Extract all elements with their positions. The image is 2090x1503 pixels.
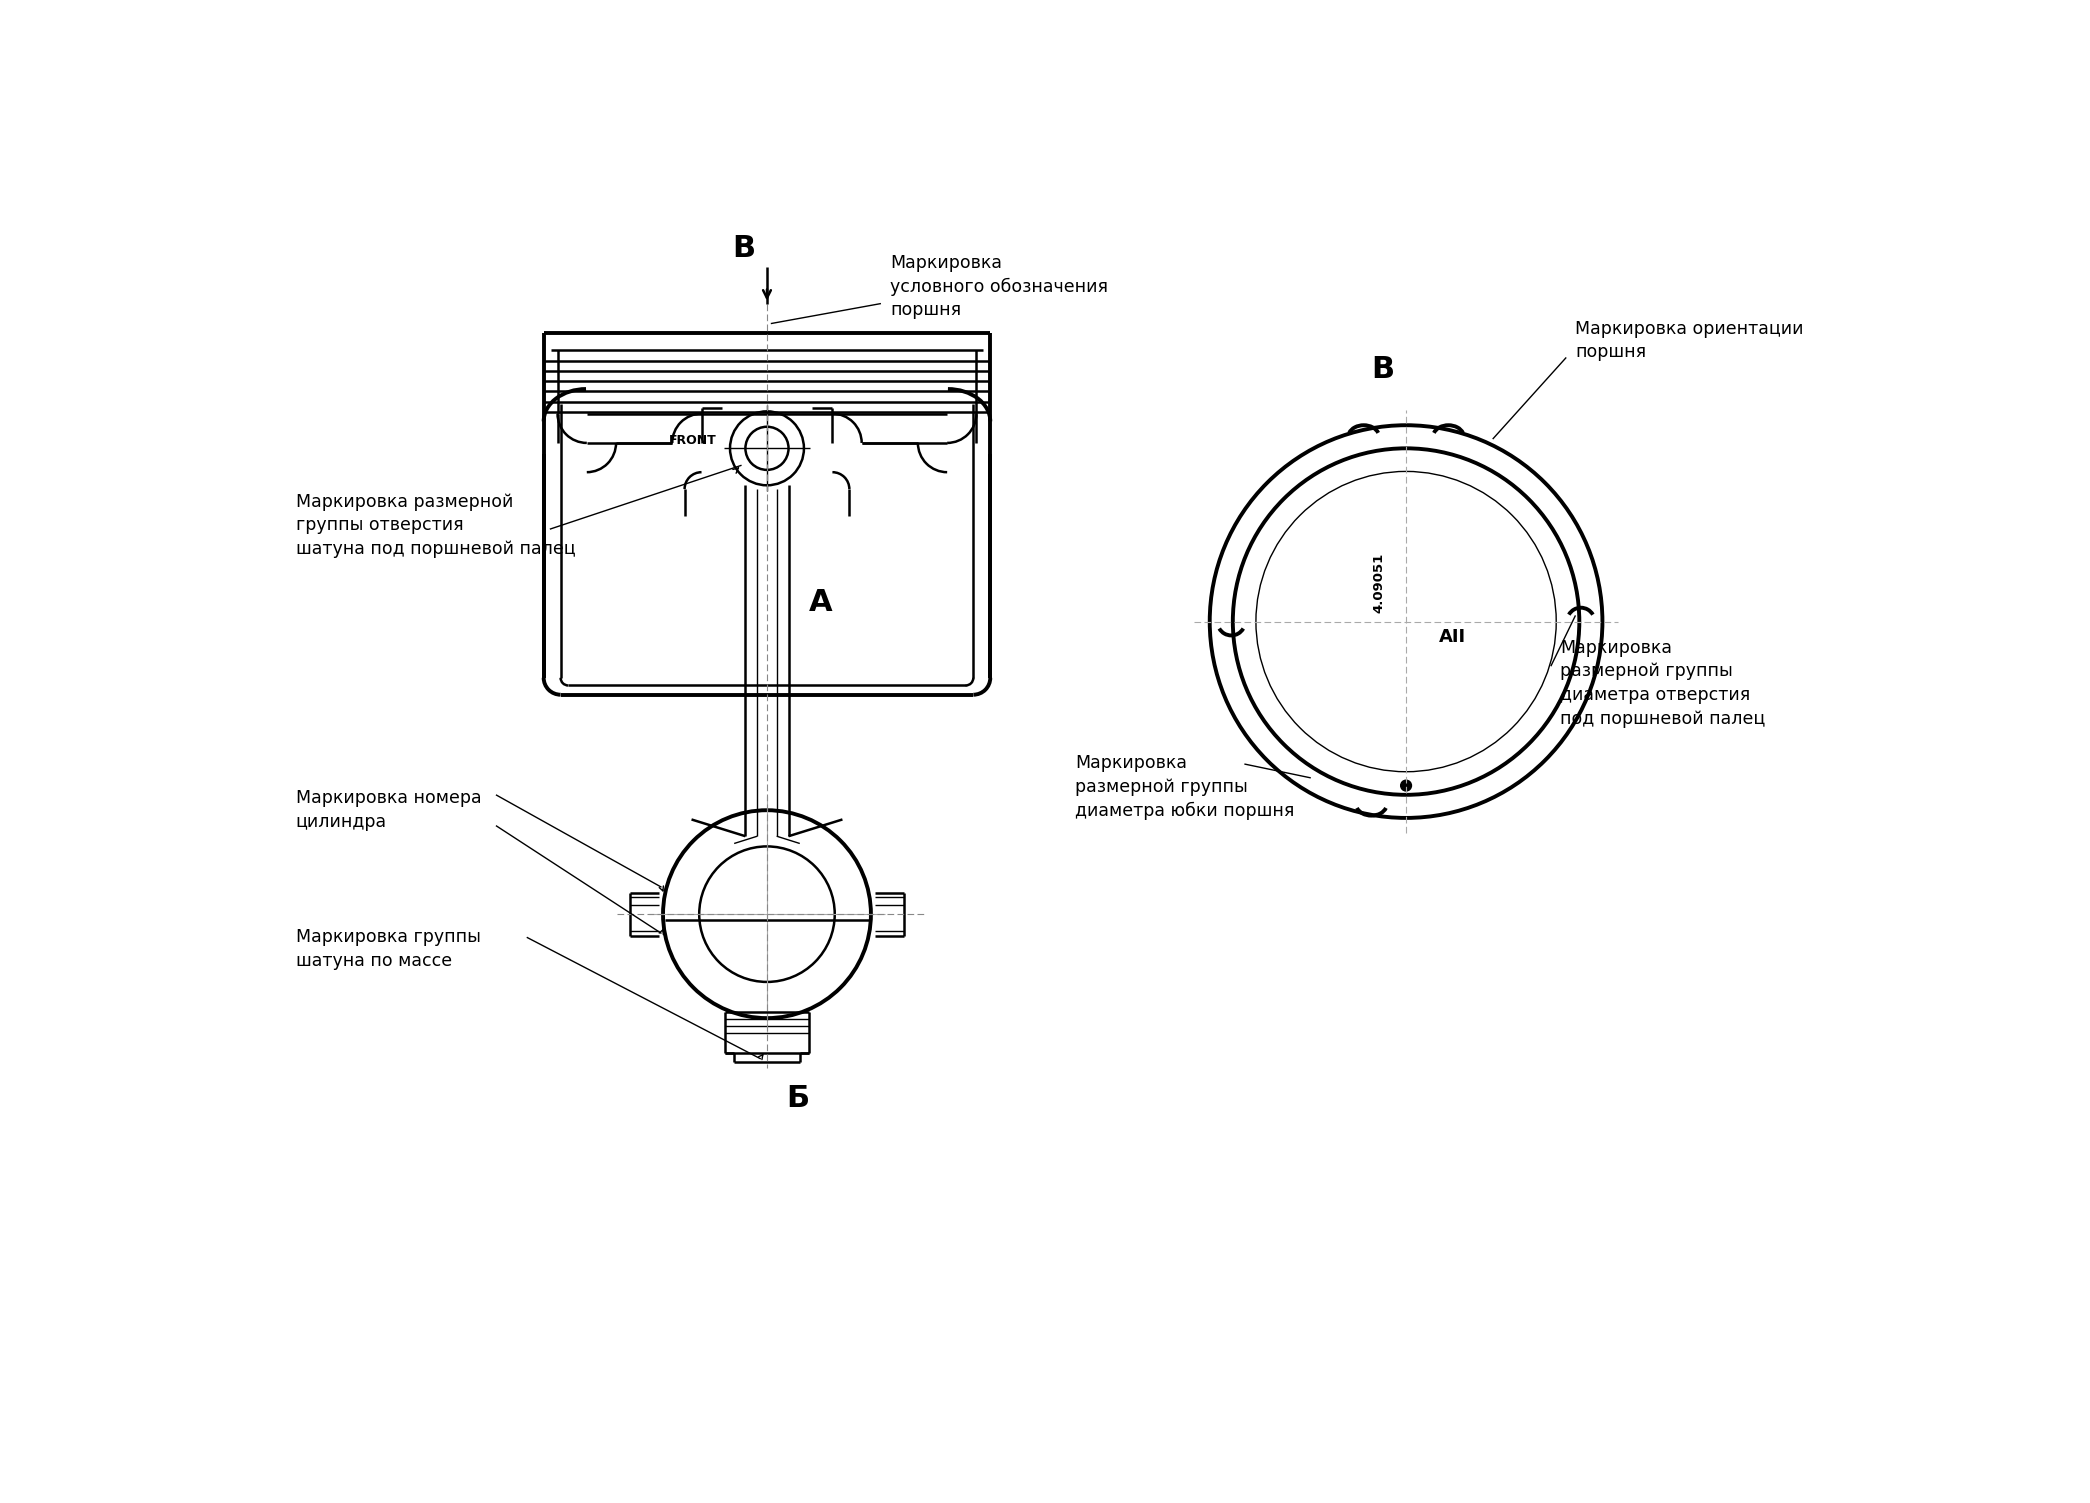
Text: В: В (732, 233, 754, 263)
Text: Маркировка группы
шатуна по массе: Маркировка группы шатуна по массе (297, 927, 481, 969)
Text: Маркировка
размерной группы
диаметра юбки поршня: Маркировка размерной группы диаметра юбк… (1074, 755, 1294, 819)
Text: Маркировка
условного обозначения
поршня: Маркировка условного обозначения поршня (890, 254, 1108, 319)
Text: AII: AII (1438, 628, 1465, 646)
Text: Маркировка ориентации
поршня: Маркировка ориентации поршня (1576, 320, 1804, 361)
Text: Маркировка номера
цилиндра: Маркировка номера цилиндра (297, 789, 481, 831)
Text: А: А (809, 588, 832, 616)
Text: Маркировка размерной
группы отверстия
шатуна под поршневой палец: Маркировка размерной группы отверстия ша… (297, 493, 575, 558)
Text: В: В (1371, 355, 1394, 385)
Text: FRONT: FRONT (669, 434, 717, 446)
Circle shape (1400, 780, 1411, 791)
Text: Б: Б (786, 1085, 809, 1114)
Text: Маркировка
размерной группы
диаметра отверстия
под поршневой палец: Маркировка размерной группы диаметра отв… (1559, 639, 1766, 727)
Text: 4.09051: 4.09051 (1373, 553, 1386, 613)
